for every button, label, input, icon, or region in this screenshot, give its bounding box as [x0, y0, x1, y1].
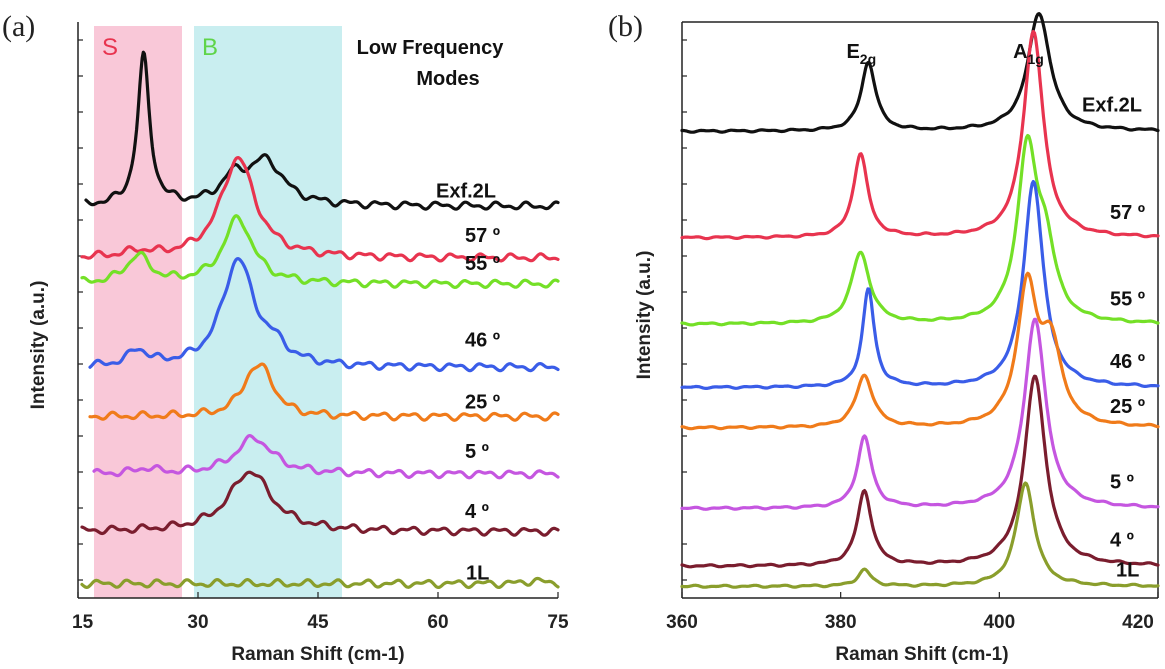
panel-b-series-labels: Exf.2L 57 º 55 º 46 º 25 º 5 º 4 º 1L	[1082, 94, 1145, 581]
series-line-25	[88, 362, 560, 422]
series-label-5: 5 º	[1110, 472, 1134, 494]
series-label-55: 55 º	[1110, 288, 1145, 310]
panel-a-series-labels: Exf.2L 57 º 55 º 46 º 25 º 5 º 4 º 1L	[436, 180, 500, 584]
x-tick-label: 75	[547, 612, 569, 633]
series-line-55	[80, 214, 560, 289]
series-label-57: 57 º	[465, 225, 500, 247]
x-tick-label: 30	[187, 612, 208, 633]
peak-label-a1g: A1g	[1013, 41, 1044, 67]
series-line-1l	[80, 576, 560, 590]
x-tick-label: 15	[72, 612, 94, 633]
panel-a-x-axis-title: Raman Shift (cm-1)	[231, 644, 404, 665]
panel-b-label: (b)	[608, 10, 643, 43]
region-label-b: B	[202, 34, 218, 61]
x-tick-label: 60	[427, 612, 448, 633]
series-line-exf2l	[680, 12, 1160, 134]
series-label-55: 55 º	[465, 253, 500, 275]
series-label-46: 46 º	[1110, 351, 1145, 373]
panel-b: (b) 360 380 400 420 Exf.2L 57 º 55 º 46 º 25 º 5…	[608, 10, 1160, 665]
panel-a-annotation-line2: Modes	[416, 68, 479, 90]
series-line-55	[680, 133, 1160, 327]
series-label-25: 25 º	[465, 392, 500, 414]
region-label-s: S	[102, 34, 118, 61]
panel-b-y-axis-title: Intensity (a.u.)	[634, 251, 655, 380]
series-label-4: 4 º	[465, 501, 489, 523]
x-tick-label: 400	[983, 612, 1015, 633]
series-line-exf2l	[84, 50, 560, 211]
series-label-4: 4 º	[1110, 529, 1134, 551]
panel-a-series	[80, 50, 560, 590]
series-label-25: 25 º	[1110, 396, 1145, 418]
series-line-25	[680, 271, 1160, 431]
panel-b-axes: 360 380 400 420	[666, 21, 1159, 633]
series-line-46	[680, 179, 1160, 390]
series-line-4	[680, 374, 1160, 569]
peak-label-e2g: E2g	[846, 41, 876, 67]
series-label-46: 46 º	[465, 330, 500, 352]
panel-a-label: (a)	[2, 10, 35, 43]
series-label-5: 5 º	[465, 441, 489, 463]
panel-a-y-axis-title: Intensity (a.u.)	[28, 281, 49, 410]
series-line-46	[88, 257, 560, 373]
x-tick-label: 420	[1122, 612, 1154, 633]
series-line-1l	[680, 481, 1160, 589]
series-label-1l: 1L	[1116, 559, 1139, 581]
panel-a: (a) S B 15 30 45 60 75 Exf.2L 57 º 55 º 46 º 25 º…	[2, 10, 569, 665]
series-label-1l: 1L	[466, 563, 489, 585]
x-tick-label: 45	[307, 612, 329, 633]
series-label-exf2l: Exf.2L	[1082, 94, 1142, 116]
series-line-5	[92, 434, 560, 480]
series-label-exf2l: Exf.2L	[436, 180, 496, 202]
panel-b-series	[680, 12, 1160, 589]
x-tick-label: 380	[825, 612, 857, 633]
panel-b-x-axis-title: Raman Shift (cm-1)	[835, 644, 1008, 665]
panel-a-annotation-line1: Low Frequency	[357, 37, 505, 59]
panel-b-peak-labels: E2g A1g	[846, 41, 1043, 67]
panel-a-axes: 15 30 45 60 75	[72, 22, 569, 633]
series-line-5	[680, 317, 1160, 511]
series-line-4	[80, 470, 560, 537]
series-label-57: 57 º	[1110, 202, 1145, 224]
x-tick-label: 360	[666, 612, 698, 633]
series-line-57	[680, 29, 1160, 241]
series-line-57	[80, 156, 560, 263]
